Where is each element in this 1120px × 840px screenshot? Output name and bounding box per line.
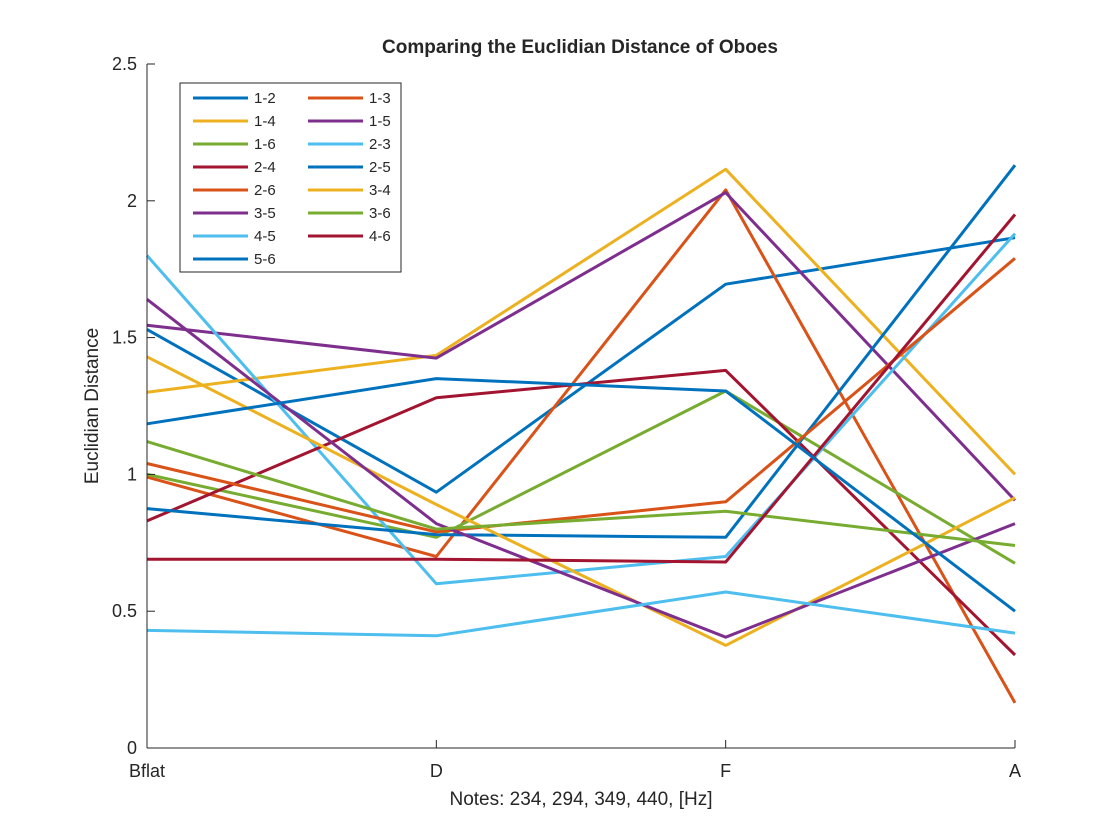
legend-label-1-6: 1-6 (254, 136, 276, 153)
series-line-1-6 (146, 389, 1016, 565)
series-line-2-3 (145, 232, 1017, 586)
legend-label-2-4: 2-4 (254, 159, 276, 176)
legend-label-2-6: 2-6 (254, 182, 276, 199)
series-line-3-4 (146, 355, 1016, 647)
x-axis-label: Notes: 234, 294, 349, 440, [Hz] (449, 789, 712, 810)
series-line-1-4 (146, 167, 1017, 476)
legend-box (179, 82, 402, 273)
y-tick-label: 1.5 (112, 328, 137, 348)
legend-label-1-5: 1-5 (369, 113, 391, 130)
legend-label-1-3: 1-3 (369, 90, 391, 107)
y-tick-label: 2.5 (112, 54, 137, 74)
y-tick-label: 2 (127, 191, 137, 211)
legend-label-4-6: 4-6 (369, 228, 391, 245)
x-tick-label: D (430, 761, 443, 781)
series-line-3-6 (146, 440, 1016, 547)
y-tick-label: 1 (127, 464, 137, 484)
x-tick-label: Bflat (129, 761, 165, 781)
series-line-3-5 (146, 298, 1016, 639)
y-tick-label: 0.5 (112, 601, 137, 621)
series-line-4-6 (147, 213, 1017, 564)
y-tick-label: 0 (127, 738, 137, 758)
series-line-1-5 (146, 191, 1017, 502)
series-line-5-6 (146, 377, 1016, 613)
series-line-4-5 (146, 590, 1016, 638)
series-line-1-3 (146, 188, 1017, 704)
chart-title: Comparing the Euclidian Distance of Oboe… (382, 37, 778, 58)
legend: 1-2 1-3 1-4 1-5 1-6 2-3 2-4 2-5 2-6 3-4 3-5 3-6 4-5 4… (179, 82, 402, 273)
legend-label-2-3: 2-3 (369, 136, 391, 153)
series-layer (145, 164, 1017, 704)
legend-label-3-6: 3-6 (369, 205, 391, 222)
series-line-2-6 (146, 257, 1016, 534)
ticks: 0 0.5 1 1.5 2 2.5 Bflat D F A (112, 54, 1021, 781)
legend-label-3-5: 3-5 (254, 205, 276, 222)
legend-label-4-5: 4-5 (254, 228, 276, 245)
legend-label-3-4: 3-4 (369, 182, 391, 199)
legend-label-5-6: 5-6 (254, 251, 276, 268)
legend-label-1-2: 1-2 (254, 90, 276, 107)
x-tick-label: F (720, 761, 731, 781)
y-axis-label: Euclidian Distance (82, 328, 103, 484)
legend-label-1-4: 1-4 (254, 113, 276, 130)
series-line-2-5 (146, 164, 1017, 539)
x-tick-label: A (1009, 761, 1021, 781)
legend-label-2-5: 2-5 (369, 159, 391, 176)
axes (146, 64, 1015, 749)
